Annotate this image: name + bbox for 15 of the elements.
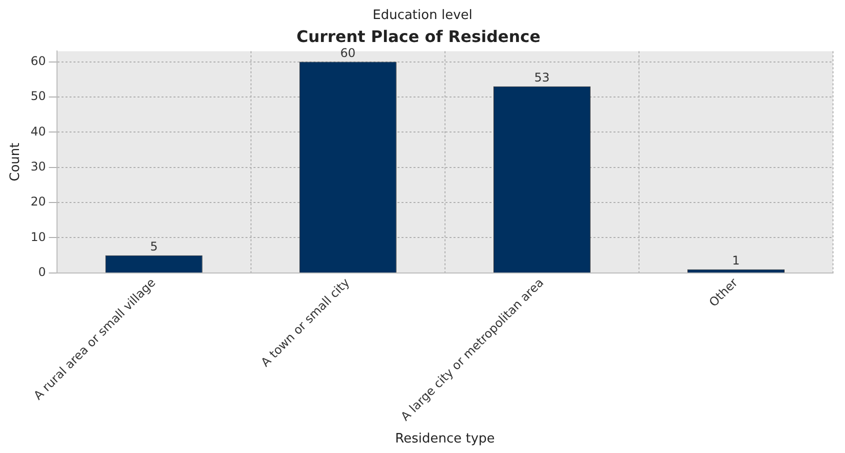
x-axis-title: Residence type <box>395 432 495 447</box>
data-label: 5 <box>150 239 158 254</box>
data-label: 53 <box>534 70 550 85</box>
y-tick-label: 40 <box>30 124 46 138</box>
y-axis-title: Count <box>8 142 24 182</box>
chart-title: Current Place of Residence <box>296 26 541 46</box>
y-tick-label: 10 <box>30 230 46 244</box>
y-tick-label: 20 <box>30 194 46 209</box>
y-tick-label: 60 <box>30 54 46 68</box>
y-tick-label: 30 <box>30 159 46 174</box>
chart-subtitle: Education level <box>372 8 474 23</box>
data-label: 60 <box>340 46 356 60</box>
y-tick-label: 0 <box>38 265 46 280</box>
y-tick-label: 50 <box>30 89 46 104</box>
data-label: 1 <box>732 254 740 268</box>
